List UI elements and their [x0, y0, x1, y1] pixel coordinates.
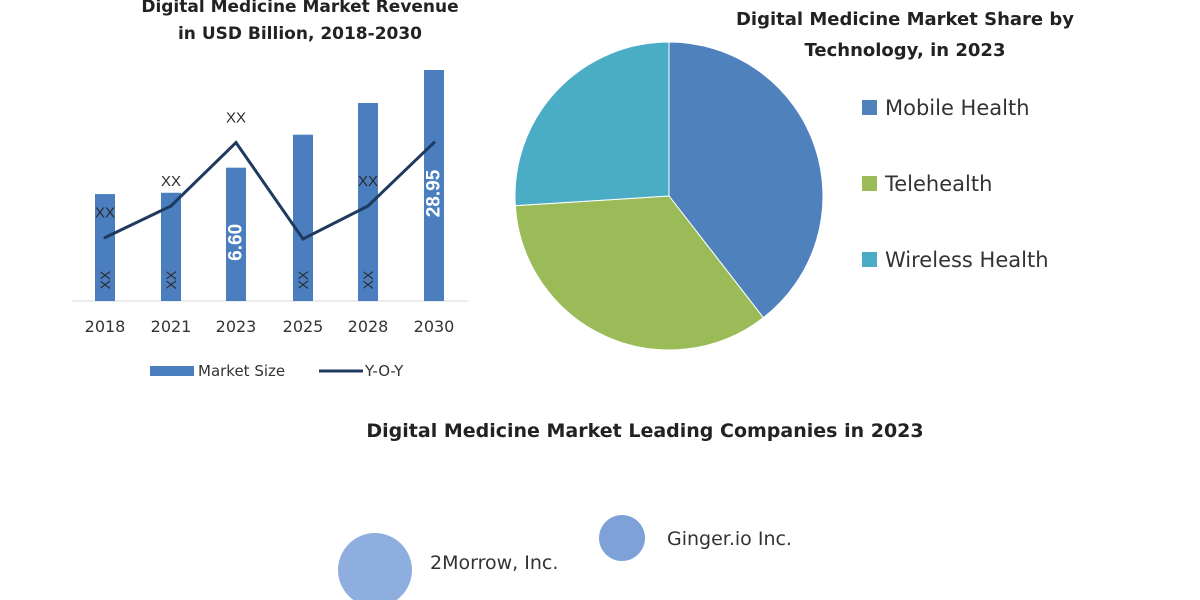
yoy-point-2025 — [301, 237, 305, 241]
pie-legend-swatch-wireless-health — [862, 252, 877, 267]
tick-label-2023: 2023 — [216, 317, 257, 336]
bar-value-label-2030: 28.95 — [424, 169, 445, 217]
company-label-2morrow: 2Morrow, Inc. — [430, 552, 558, 574]
bar-2028 — [358, 103, 378, 301]
bar-2021 — [161, 192, 181, 301]
pie-legend-label-mobile-health: Mobile Health — [885, 96, 1030, 120]
yoy-point-2028 — [366, 204, 370, 208]
yoy-point-2018 — [103, 236, 107, 240]
pie-legend-label-wireless-health: Wireless Health — [885, 248, 1049, 272]
bar-2018 — [95, 194, 115, 301]
yoy-label-2028: XX — [358, 173, 378, 190]
pie-slice-wireless-health — [514, 41, 670, 207]
bar-chart-title-line1: Digital Medicine Market Revenue — [141, 0, 459, 17]
company-bubble-ginger — [599, 515, 645, 561]
bar-value-label-2028: XX — [360, 270, 376, 289]
pie-slice-mobile-health — [668, 41, 824, 319]
bar-chart-title-line2: in USD Billion, 2018-2030 — [177, 24, 423, 44]
company-label-ginger: Ginger.io Inc. — [667, 528, 792, 550]
yoy-point-2023 — [234, 141, 238, 145]
tick-label-2018: 2018 — [85, 317, 126, 336]
yoy-point-2021 — [169, 204, 173, 208]
legend-market-size-label: Market Size — [198, 362, 285, 380]
bar-2025 — [293, 134, 313, 301]
yoy-label-2018: XX — [95, 205, 115, 222]
bar-2030 — [424, 70, 444, 301]
pie-legend-swatch-mobile-health — [862, 100, 877, 115]
company-bubble-2morrow — [338, 533, 412, 600]
legend-yoy-label: Y-O-Y — [364, 362, 404, 380]
pie-slice-telehealth — [514, 195, 765, 351]
legend-market-size-swatch — [150, 366, 194, 376]
bar-value-label-2018: XX — [97, 270, 113, 289]
bar-value-label-2021: XX — [163, 270, 179, 289]
pie-chart-title-line1: Digital Medicine Market Share by — [735, 9, 1075, 30]
pie-chart-title: Digital Medicine Market Share by Technol… — [695, 4, 1115, 66]
yoy-point-2030 — [432, 141, 436, 145]
pie-chart-title-line2: Technology, in 2023 — [804, 40, 1006, 61]
tick-label-2025: 2025 — [283, 317, 324, 336]
bar-value-label-2025: XX — [295, 270, 311, 289]
companies-title: Digital Medicine Market Leading Companie… — [366, 420, 924, 442]
yoy-line — [104, 140, 436, 241]
yoy-label-2021: XX — [161, 173, 181, 190]
tick-label-2021: 2021 — [151, 317, 192, 336]
pie-legend-swatch-telehealth — [862, 176, 877, 191]
tick-label-2028: 2028 — [348, 317, 389, 336]
bar-value-label-2023: 6.60 — [226, 224, 247, 261]
bar-2023 — [226, 167, 246, 301]
yoy-label-2023: XX — [226, 110, 246, 127]
pie-legend-label-telehealth: Telehealth — [884, 172, 992, 196]
bar-chart-title: Digital Medicine Market Revenue in USD B… — [100, 0, 500, 48]
tick-label-2030: 2030 — [414, 317, 455, 336]
